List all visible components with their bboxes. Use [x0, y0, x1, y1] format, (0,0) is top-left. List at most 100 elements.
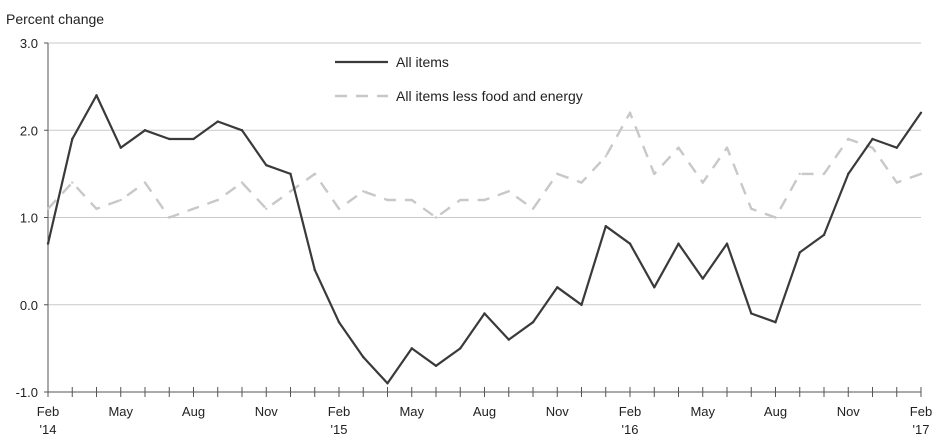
series-0-point	[410, 347, 413, 350]
legend-label-1: All items less food and energy	[396, 88, 583, 104]
series-0-point	[71, 137, 74, 141]
series-1-point	[71, 181, 74, 184]
series-1-point	[483, 198, 486, 202]
series-0-point	[459, 347, 462, 350]
series-0-point	[847, 172, 850, 176]
series-1-point	[192, 207, 195, 210]
grid-lines	[48, 42, 921, 306]
x-tick-year-label: '15	[331, 422, 348, 437]
legend-label-0: All items	[396, 54, 449, 70]
series-0-point	[289, 172, 292, 176]
x-tick-label: Feb	[328, 404, 350, 419]
series-0-point	[216, 120, 219, 123]
series-1-point	[386, 198, 389, 202]
series-1-point	[119, 198, 122, 202]
series-0-point	[895, 146, 898, 149]
x-tick-year-label: '14	[40, 422, 57, 437]
series-1-point	[459, 198, 462, 202]
series-1-point	[46, 207, 50, 210]
series-0-point	[507, 338, 510, 341]
y-tick-label: 3.0	[20, 36, 38, 51]
series-0-point	[822, 233, 826, 237]
y-axis-title: Percent change	[6, 11, 104, 27]
x-tick-label: Nov	[837, 404, 861, 419]
series-0-point	[919, 111, 923, 115]
series-1-point	[289, 190, 292, 193]
y-tick-label: 2.0	[20, 123, 38, 138]
x-tick-label: Nov	[546, 404, 570, 419]
series-line-0	[46, 94, 922, 385]
series-1-point	[871, 146, 874, 149]
series-0-point	[95, 94, 98, 97]
x-tick-label: May	[690, 404, 715, 419]
series-1-point	[362, 190, 365, 193]
x-axis-ticks: Feb '14 May Aug Nov Feb '15 May Aug Nov Feb '16 May A…	[37, 387, 932, 437]
series-1-point	[847, 137, 850, 141]
y-tick-label: 1.0	[20, 211, 38, 226]
series-1-point	[822, 172, 826, 176]
series-1-point	[919, 172, 923, 176]
series-1-point	[895, 181, 898, 184]
x-tick-label: Feb	[37, 404, 59, 419]
series-0-point	[750, 312, 753, 315]
series-1-point	[95, 207, 98, 210]
series-0-point	[725, 242, 729, 245]
series-0-point	[871, 137, 874, 141]
series-1-point	[434, 216, 438, 219]
series-1-point	[143, 181, 147, 184]
series-0-point	[531, 321, 535, 324]
x-tick-year-label: '17	[913, 422, 930, 437]
series-1-point	[240, 181, 244, 184]
series-0-point	[240, 129, 244, 132]
series-1-point	[313, 172, 316, 176]
series-1-point	[774, 216, 777, 219]
series-0-point	[265, 163, 268, 167]
series-0-point	[701, 277, 704, 280]
series-0-point	[653, 286, 656, 289]
series-0-point	[483, 312, 486, 315]
series-0-point	[192, 137, 195, 141]
y-tick-label: 0.0	[20, 298, 38, 313]
series-0-point	[46, 242, 50, 245]
series-0-point	[628, 242, 632, 245]
series-1-point	[580, 181, 583, 184]
series-1-point	[410, 198, 413, 202]
y-axis-ticks: 3.0 2.0 1.0 0.0 -1.0	[16, 36, 38, 400]
series-1-point	[556, 172, 559, 176]
series-0-point	[580, 303, 583, 306]
series-0-point	[798, 251, 801, 254]
series-0-point	[774, 321, 777, 324]
x-tick-label: May	[108, 404, 133, 419]
series-1-point	[750, 207, 753, 210]
series-1-point	[265, 207, 268, 210]
series-1-point	[604, 155, 607, 158]
series-0-point	[168, 137, 171, 141]
series-line-1	[47, 111, 922, 219]
series-0-point	[313, 268, 316, 272]
series-1-point	[531, 207, 535, 210]
x-tick-label: Aug	[182, 404, 205, 419]
series-1-point	[653, 172, 656, 176]
x-tick-label: Feb	[619, 404, 641, 419]
series-1-point	[725, 146, 729, 149]
x-tick-label: Aug	[473, 404, 496, 419]
series-1-point	[628, 111, 632, 115]
series-1-point	[216, 198, 219, 202]
x-tick-year-label: '16	[622, 422, 639, 437]
x-tick-label: Feb	[910, 404, 932, 419]
series-0-point	[362, 355, 365, 359]
series-0-point	[677, 242, 680, 245]
series-0-point	[143, 129, 147, 132]
series-0-point	[434, 364, 438, 368]
series-1-point	[798, 172, 801, 176]
legend: All items All items less food and energy	[335, 54, 583, 104]
x-tick-label: Nov	[255, 404, 279, 419]
series-0-point	[556, 286, 559, 289]
series-0-point	[119, 146, 122, 149]
series-layer	[46, 94, 923, 385]
series-1-point	[168, 216, 171, 219]
series-1-point	[337, 207, 341, 210]
series-1-point	[507, 190, 510, 193]
series-1-point	[677, 146, 680, 149]
